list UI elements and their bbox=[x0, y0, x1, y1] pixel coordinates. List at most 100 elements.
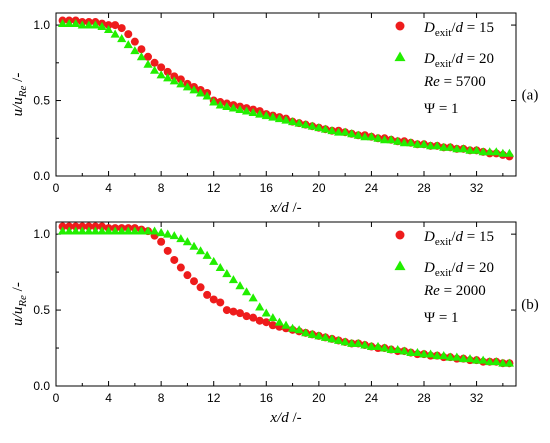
data-point bbox=[176, 263, 185, 272]
data-point bbox=[347, 338, 357, 347]
data-point bbox=[163, 67, 172, 76]
data-point bbox=[144, 52, 152, 61]
data-point bbox=[215, 100, 225, 109]
y-axis-label: u/uRe /- bbox=[10, 282, 29, 326]
panel-tag: (a) bbox=[522, 88, 539, 104]
data-point bbox=[182, 237, 193, 246]
data-point bbox=[110, 226, 120, 235]
data-point bbox=[149, 226, 160, 235]
legend-marker bbox=[394, 260, 406, 271]
data-point bbox=[57, 226, 68, 235]
x-tick-label: 32 bbox=[470, 181, 484, 195]
data-point bbox=[195, 246, 206, 255]
data-point bbox=[169, 231, 179, 240]
series-2 bbox=[57, 226, 515, 367]
data-point bbox=[136, 52, 147, 61]
data-point bbox=[169, 76, 179, 85]
panel-a: 0 4 8 12 16 20 24 28 32 0.0 0.5 1.0 Dexit/d = 15 Dexi… bbox=[10, 12, 539, 216]
data-point bbox=[327, 126, 337, 135]
data-point bbox=[209, 256, 219, 265]
data-point bbox=[347, 129, 357, 138]
data-point bbox=[412, 139, 423, 148]
legend-marker bbox=[395, 230, 405, 240]
data-point bbox=[242, 312, 251, 321]
data-point bbox=[136, 226, 147, 235]
data-point bbox=[419, 139, 429, 148]
data-point bbox=[491, 147, 501, 156]
y-tick-label: 0.5 bbox=[33, 303, 50, 317]
data-point bbox=[156, 228, 166, 237]
data-point bbox=[117, 226, 127, 235]
data-point bbox=[353, 338, 363, 347]
data-point bbox=[373, 133, 383, 142]
data-point bbox=[64, 18, 74, 28]
data-point bbox=[117, 34, 127, 43]
data-point bbox=[255, 302, 265, 311]
data-point bbox=[124, 30, 133, 39]
data-point bbox=[236, 309, 244, 318]
data-point bbox=[190, 277, 198, 286]
data-point bbox=[439, 351, 449, 360]
data-point bbox=[261, 111, 271, 120]
data-point bbox=[393, 344, 403, 354]
data-point bbox=[287, 117, 298, 126]
data-point bbox=[281, 320, 291, 329]
data-point bbox=[111, 21, 120, 30]
data-point bbox=[425, 349, 436, 358]
data-point bbox=[393, 136, 403, 145]
data-point bbox=[386, 135, 396, 144]
data-point bbox=[373, 341, 383, 350]
legend-marker bbox=[394, 51, 406, 62]
data-point bbox=[268, 112, 278, 121]
x-tick-label: 0 bbox=[53, 181, 60, 195]
series-2 bbox=[57, 18, 515, 157]
legend-label: Dexit/d = 20 bbox=[423, 260, 494, 279]
data-point bbox=[504, 148, 515, 157]
data-point bbox=[491, 357, 501, 366]
x-tick-label: 12 bbox=[207, 391, 221, 405]
data-point bbox=[209, 295, 218, 304]
annotation-1: Re = 2000 bbox=[423, 283, 486, 299]
legend-marker bbox=[395, 21, 405, 31]
data-point bbox=[189, 85, 199, 94]
y-tick-label: 0.0 bbox=[33, 379, 50, 393]
data-point bbox=[202, 250, 212, 259]
data-point bbox=[262, 318, 271, 327]
data-point bbox=[130, 226, 140, 235]
plot-frame bbox=[55, 12, 517, 177]
annotation-1: Re = 5700 bbox=[423, 74, 486, 90]
data-point bbox=[235, 104, 245, 114]
data-point bbox=[307, 329, 317, 338]
data-point bbox=[268, 313, 278, 322]
data-point bbox=[176, 79, 186, 88]
data-point bbox=[478, 355, 488, 364]
data-point bbox=[77, 226, 87, 235]
data-point bbox=[215, 262, 225, 272]
data-point bbox=[123, 226, 133, 235]
data-point bbox=[117, 24, 126, 33]
data-point bbox=[156, 70, 166, 79]
data-point bbox=[340, 337, 350, 346]
data-point bbox=[71, 226, 81, 235]
x-tick-label: 20 bbox=[312, 391, 326, 405]
data-point bbox=[195, 88, 206, 97]
y-tick-label: 1.0 bbox=[33, 227, 50, 241]
data-point bbox=[458, 144, 469, 153]
data-point bbox=[504, 358, 515, 367]
data-point bbox=[222, 306, 231, 315]
data-point bbox=[248, 108, 258, 117]
data-point bbox=[439, 142, 449, 151]
x-tick-label: 24 bbox=[365, 391, 379, 405]
data-point bbox=[307, 121, 317, 130]
data-point bbox=[97, 21, 107, 31]
data-point bbox=[301, 328, 311, 337]
y-tick-label: 0.0 bbox=[33, 169, 50, 183]
x-axis-label: x/d /- bbox=[269, 410, 301, 426]
data-point bbox=[314, 331, 324, 340]
data-point bbox=[452, 144, 462, 153]
data-point bbox=[176, 234, 186, 243]
data-point bbox=[261, 308, 271, 317]
data-point bbox=[445, 352, 455, 361]
data-point bbox=[465, 145, 475, 154]
